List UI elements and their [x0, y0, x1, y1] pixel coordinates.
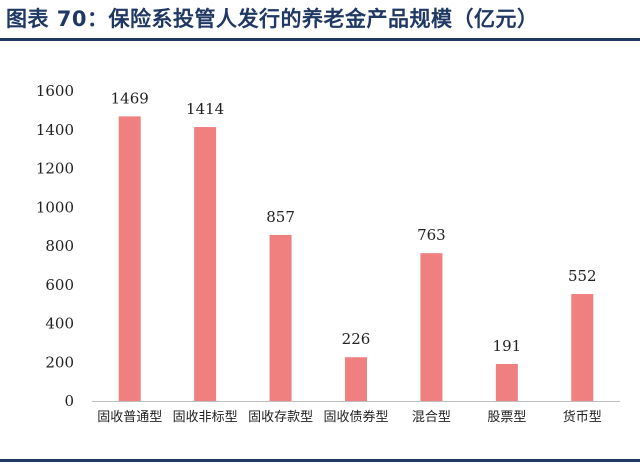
- title-divider: [0, 38, 640, 41]
- y-tick-label: 0: [64, 392, 74, 410]
- y-tick-label: 1600: [36, 82, 74, 100]
- x-category-label: 固收存款型: [248, 410, 313, 425]
- chart-title: 图表 70：保险系投管人发行的养老金产品规模（亿元）: [6, 7, 539, 31]
- x-category-label: 股票型: [487, 410, 526, 425]
- y-tick-label: 600: [45, 276, 74, 294]
- bar: [118, 116, 141, 401]
- y-tick-label: 200: [45, 353, 74, 371]
- data-label: 226: [342, 330, 371, 348]
- x-category-label: 固收非标型: [173, 410, 238, 425]
- data-label: 763: [417, 226, 446, 244]
- x-category-label: 货币型: [563, 409, 602, 425]
- y-tick-label: 400: [45, 315, 74, 333]
- data-label: 857: [266, 208, 295, 226]
- data-label: 1414: [186, 100, 224, 118]
- x-category-label: 混合型: [412, 410, 451, 425]
- bar: [345, 357, 367, 401]
- x-category-label: 固收债券型: [323, 409, 388, 425]
- data-label: 552: [568, 267, 597, 285]
- y-tick-label: 800: [45, 237, 74, 255]
- bar: [495, 363, 518, 401]
- y-tick-label: 1000: [36, 198, 74, 216]
- y-tick-label: 1400: [36, 121, 74, 139]
- y-tick-label: 1200: [36, 160, 74, 178]
- bar: [194, 127, 217, 401]
- data-label: 191: [493, 337, 522, 355]
- bar: [571, 294, 594, 401]
- x-category-label: 固收普通型: [97, 410, 162, 425]
- data-label: 1469: [111, 89, 149, 107]
- bar: [269, 234, 292, 401]
- bar: [420, 253, 443, 401]
- bottom-divider: [0, 459, 640, 462]
